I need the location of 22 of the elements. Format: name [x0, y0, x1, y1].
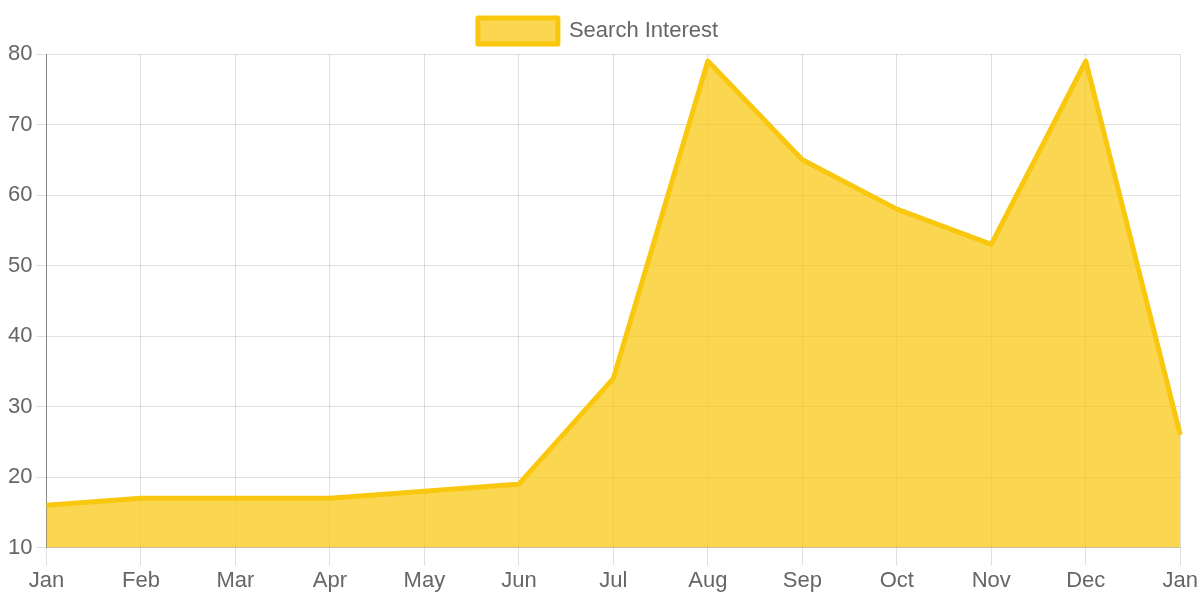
x-tick-label: Nov [971, 566, 1011, 592]
x-tick-label: Apr [312, 566, 348, 592]
y-tick-label: 30 [7, 392, 33, 418]
legend-label: Search Interest [568, 17, 719, 43]
x-tick-label: Jan [28, 566, 65, 592]
x-tick-label: May [403, 566, 446, 592]
x-tick-label: Jul [599, 566, 628, 592]
x-tick-label: Feb [121, 566, 160, 592]
x-tick-label: Aug [688, 566, 728, 592]
y-tick-label: 60 [7, 181, 33, 207]
y-tick-label: 50 [7, 251, 33, 277]
y-tick-label: 40 [7, 322, 33, 348]
x-tick-label: Dec [1066, 566, 1106, 592]
x-tick-label: Jan [1162, 566, 1199, 592]
y-tick-label: 80 [7, 40, 33, 66]
x-tick-label: Sep [782, 566, 822, 592]
x-tick-label: Mar [216, 566, 255, 592]
y-tick-label: 70 [7, 110, 33, 136]
x-tick-label: Oct [879, 566, 914, 592]
y-tick-label: 10 [7, 533, 33, 559]
x-tick-label: Jun [501, 566, 537, 592]
y-tick-label: 20 [7, 463, 33, 489]
